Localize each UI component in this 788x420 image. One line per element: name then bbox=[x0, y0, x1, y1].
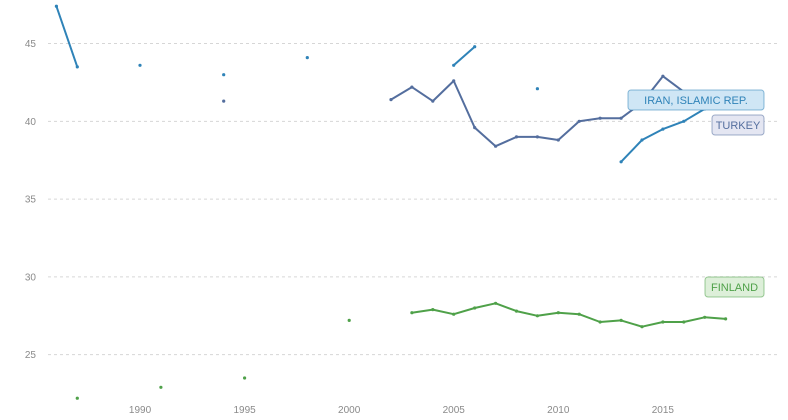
series-label-box-iran-islamic-rep bbox=[627, 89, 765, 111]
data-point-turkey-2006[interactable] bbox=[473, 126, 477, 130]
x-tick-label-2005: 2005 bbox=[443, 405, 466, 416]
series-lines bbox=[54, 4, 749, 400]
data-point-iran-islamic-rep-2016[interactable] bbox=[682, 119, 686, 123]
series-label-finland[interactable]: FINLAND bbox=[704, 276, 765, 298]
gridlines bbox=[48, 43, 780, 356]
series-label-box-finland bbox=[704, 276, 765, 298]
x-tick-label-1990: 1990 bbox=[129, 405, 152, 416]
data-point-turkey-2002[interactable] bbox=[389, 98, 393, 102]
data-point-iran-islamic-rep-1986[interactable] bbox=[54, 4, 59, 8]
data-point-turkey-2015[interactable] bbox=[661, 74, 665, 78]
data-point-finland-2005[interactable] bbox=[452, 312, 456, 316]
data-point-iran-islamic-rep-1998[interactable] bbox=[305, 56, 309, 60]
series-label-text-finland: FINLAND bbox=[711, 282, 758, 294]
data-point-finland-1995[interactable] bbox=[243, 376, 247, 380]
axes: 25 30 35 40 45 1990 1995 2000 2005 2010 2015 bbox=[25, 39, 675, 416]
data-point-finland-2018[interactable] bbox=[724, 317, 728, 321]
data-point-finland-2006[interactable] bbox=[473, 306, 477, 310]
x-tick-label-2000: 2000 bbox=[338, 405, 361, 416]
data-point-finland-2011[interactable] bbox=[577, 312, 581, 316]
data-point-turkey-2012[interactable] bbox=[598, 116, 602, 120]
line-segment-turkey-1 bbox=[390, 75, 748, 148]
data-point-finland-2009[interactable] bbox=[535, 314, 540, 318]
line-segment-iran-islamic-rep-0 bbox=[55, 5, 79, 68]
data-point-turkey-2007[interactable] bbox=[494, 144, 498, 148]
series-label-iran-islamic-rep[interactable]: IRAN, ISLAMIC REP. bbox=[627, 89, 765, 111]
data-point-turkey-2011[interactable] bbox=[577, 119, 581, 123]
data-point-finland-2016[interactable] bbox=[682, 320, 686, 324]
data-point-iran-islamic-rep-1994[interactable] bbox=[222, 73, 226, 77]
data-point-finland-2015[interactable] bbox=[661, 320, 665, 324]
data-point-finland-2004[interactable] bbox=[431, 308, 435, 312]
data-point-finland-2012[interactable] bbox=[598, 320, 602, 324]
data-point-finland-2010[interactable] bbox=[556, 311, 560, 315]
series-label-text-iran-islamic-rep: IRAN, ISLAMIC REP. bbox=[644, 95, 748, 107]
x-tick-label-2010: 2010 bbox=[547, 405, 570, 416]
data-point-turkey-2008[interactable] bbox=[514, 135, 519, 139]
data-point-iran-islamic-rep-2009[interactable] bbox=[535, 87, 540, 91]
data-point-turkey-2009[interactable] bbox=[535, 135, 540, 139]
y-tick-label-25: 25 bbox=[25, 350, 37, 361]
data-point-turkey-2010[interactable] bbox=[556, 138, 560, 142]
data-point-iran-islamic-rep-2015[interactable] bbox=[661, 127, 665, 131]
data-point-finland-2017[interactable] bbox=[703, 315, 707, 319]
data-point-turkey-1994[interactable] bbox=[222, 99, 226, 103]
series-label-box-turkey bbox=[711, 114, 765, 136]
data-point-turkey-2013[interactable] bbox=[619, 116, 623, 120]
y-tick-label-30: 30 bbox=[25, 272, 37, 283]
data-point-turkey-2005[interactable] bbox=[452, 79, 456, 83]
data-point-finland-2008[interactable] bbox=[514, 309, 519, 313]
data-point-iran-islamic-rep-2014[interactable] bbox=[640, 138, 644, 142]
data-point-finland-2000[interactable] bbox=[347, 318, 351, 322]
data-point-finland-1991[interactable] bbox=[159, 385, 163, 389]
data-point-finland-1987[interactable] bbox=[75, 396, 79, 400]
y-tick-label-40: 40 bbox=[25, 117, 37, 128]
line-segment-finland-4 bbox=[410, 302, 727, 328]
data-point-turkey-2003[interactable] bbox=[410, 85, 414, 89]
series-turkey[interactable] bbox=[222, 74, 749, 148]
line-segment-iran-islamic-rep-4 bbox=[452, 45, 476, 67]
data-point-iran-islamic-rep-2005[interactable] bbox=[452, 63, 456, 67]
data-point-turkey-2004[interactable] bbox=[431, 99, 435, 103]
data-point-finland-2007[interactable] bbox=[494, 301, 498, 305]
series-label-text-turkey: TURKEY bbox=[716, 120, 761, 132]
y-tick-label-35: 35 bbox=[25, 195, 37, 206]
data-point-finland-2014[interactable] bbox=[640, 325, 644, 329]
data-point-iran-islamic-rep-2006[interactable] bbox=[473, 45, 477, 49]
data-point-finland-2013[interactable] bbox=[619, 318, 623, 322]
series-iran-islamic-rep[interactable] bbox=[54, 4, 749, 164]
x-tick-label-2015: 2015 bbox=[652, 405, 675, 416]
data-point-finland-2003[interactable] bbox=[410, 311, 414, 315]
y-tick-label-45: 45 bbox=[25, 39, 37, 50]
x-tick-label-1995: 1995 bbox=[233, 405, 256, 416]
series-labels: IRAN, ISLAMIC REP. TURKEY FINLAND bbox=[627, 89, 765, 298]
series-finland[interactable] bbox=[75, 301, 728, 400]
data-point-iran-islamic-rep-1990[interactable] bbox=[138, 63, 142, 67]
series-label-turkey[interactable]: TURKEY bbox=[711, 114, 765, 136]
data-point-iran-islamic-rep-2013[interactable] bbox=[619, 160, 623, 164]
data-point-iran-islamic-rep-1987[interactable] bbox=[75, 65, 79, 69]
